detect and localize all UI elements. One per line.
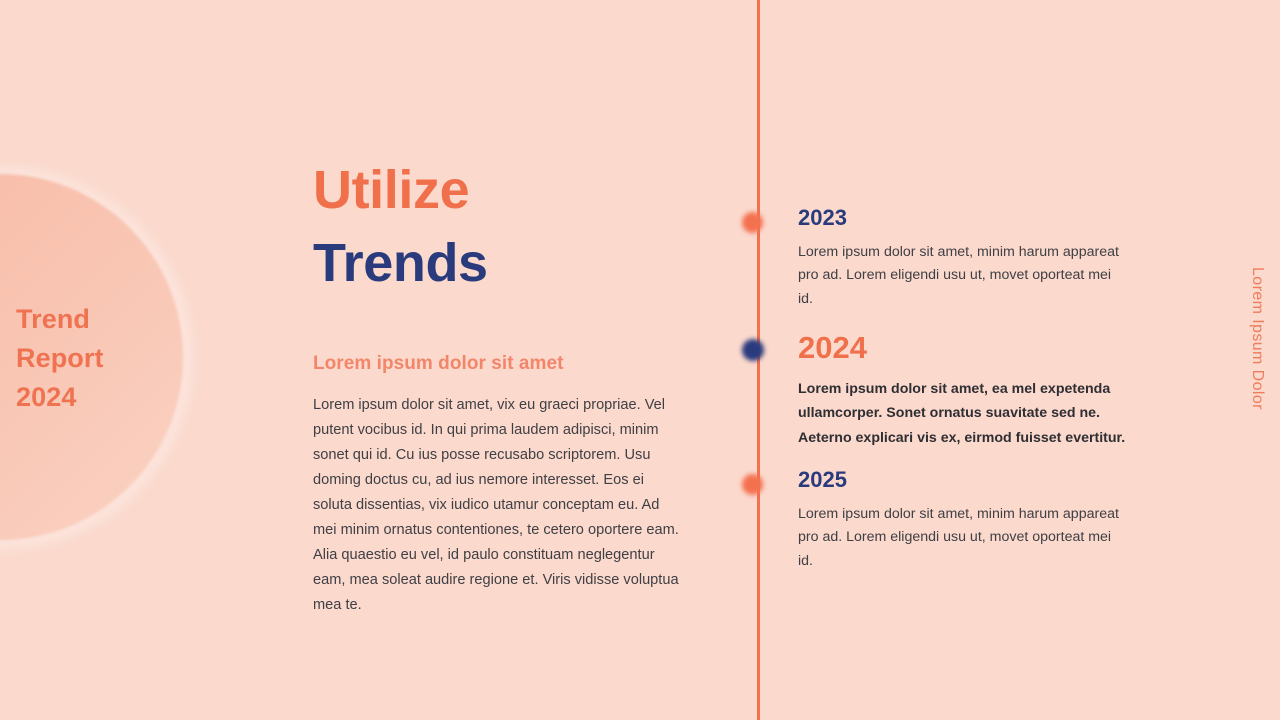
timeline-marker-icon [742, 212, 763, 233]
timeline-description: Lorem ipsum dolor sit amet, minim harum … [798, 506, 1119, 569]
title-line-main: Trends [313, 233, 488, 294]
timeline-item-2025[interactable]: 2025 Lorem ipsum dolor sit amet, minim h… [742, 467, 1128, 573]
left-caption-line-1: Trend [16, 304, 91, 334]
timeline-year: 2023 [798, 205, 847, 230]
timeline-marker-icon [742, 474, 763, 495]
title-line-accent: Utilize [313, 160, 470, 220]
timeline-item-2024[interactable]: 2024 Lorem ipsum dolor sit amet, ea mel … [742, 330, 1128, 450]
left-caption-line-2: Report [16, 342, 104, 373]
page-title: Utilize Trends [313, 160, 713, 294]
timeline-description: Lorem ipsum dolor sit amet, minim harum … [798, 244, 1119, 307]
timeline-year: 2024 [798, 330, 867, 365]
timeline-year: 2025 [798, 467, 847, 492]
timeline-axis [757, 0, 760, 720]
timeline-item-2023[interactable]: 2023 Lorem ipsum dolor sit amet, minim h… [742, 205, 1128, 311]
body-subtitle: Lorem ipsum dolor sit amet [313, 353, 564, 374]
left-caption-line-3: 2024 [16, 381, 77, 412]
body-paragraph: Lorem ipsum dolor sit amet, vix eu graec… [313, 396, 679, 614]
body-block: Lorem ipsum dolor sit amet Lorem ipsum d… [313, 352, 685, 619]
timeline-marker-icon [742, 339, 764, 361]
timeline-description: Lorem ipsum dolor sit amet, ea mel expet… [798, 381, 1126, 446]
left-caption: Trend Report 2024 [16, 300, 246, 417]
side-label: Lorem Ipsum Dolor [1249, 267, 1266, 410]
